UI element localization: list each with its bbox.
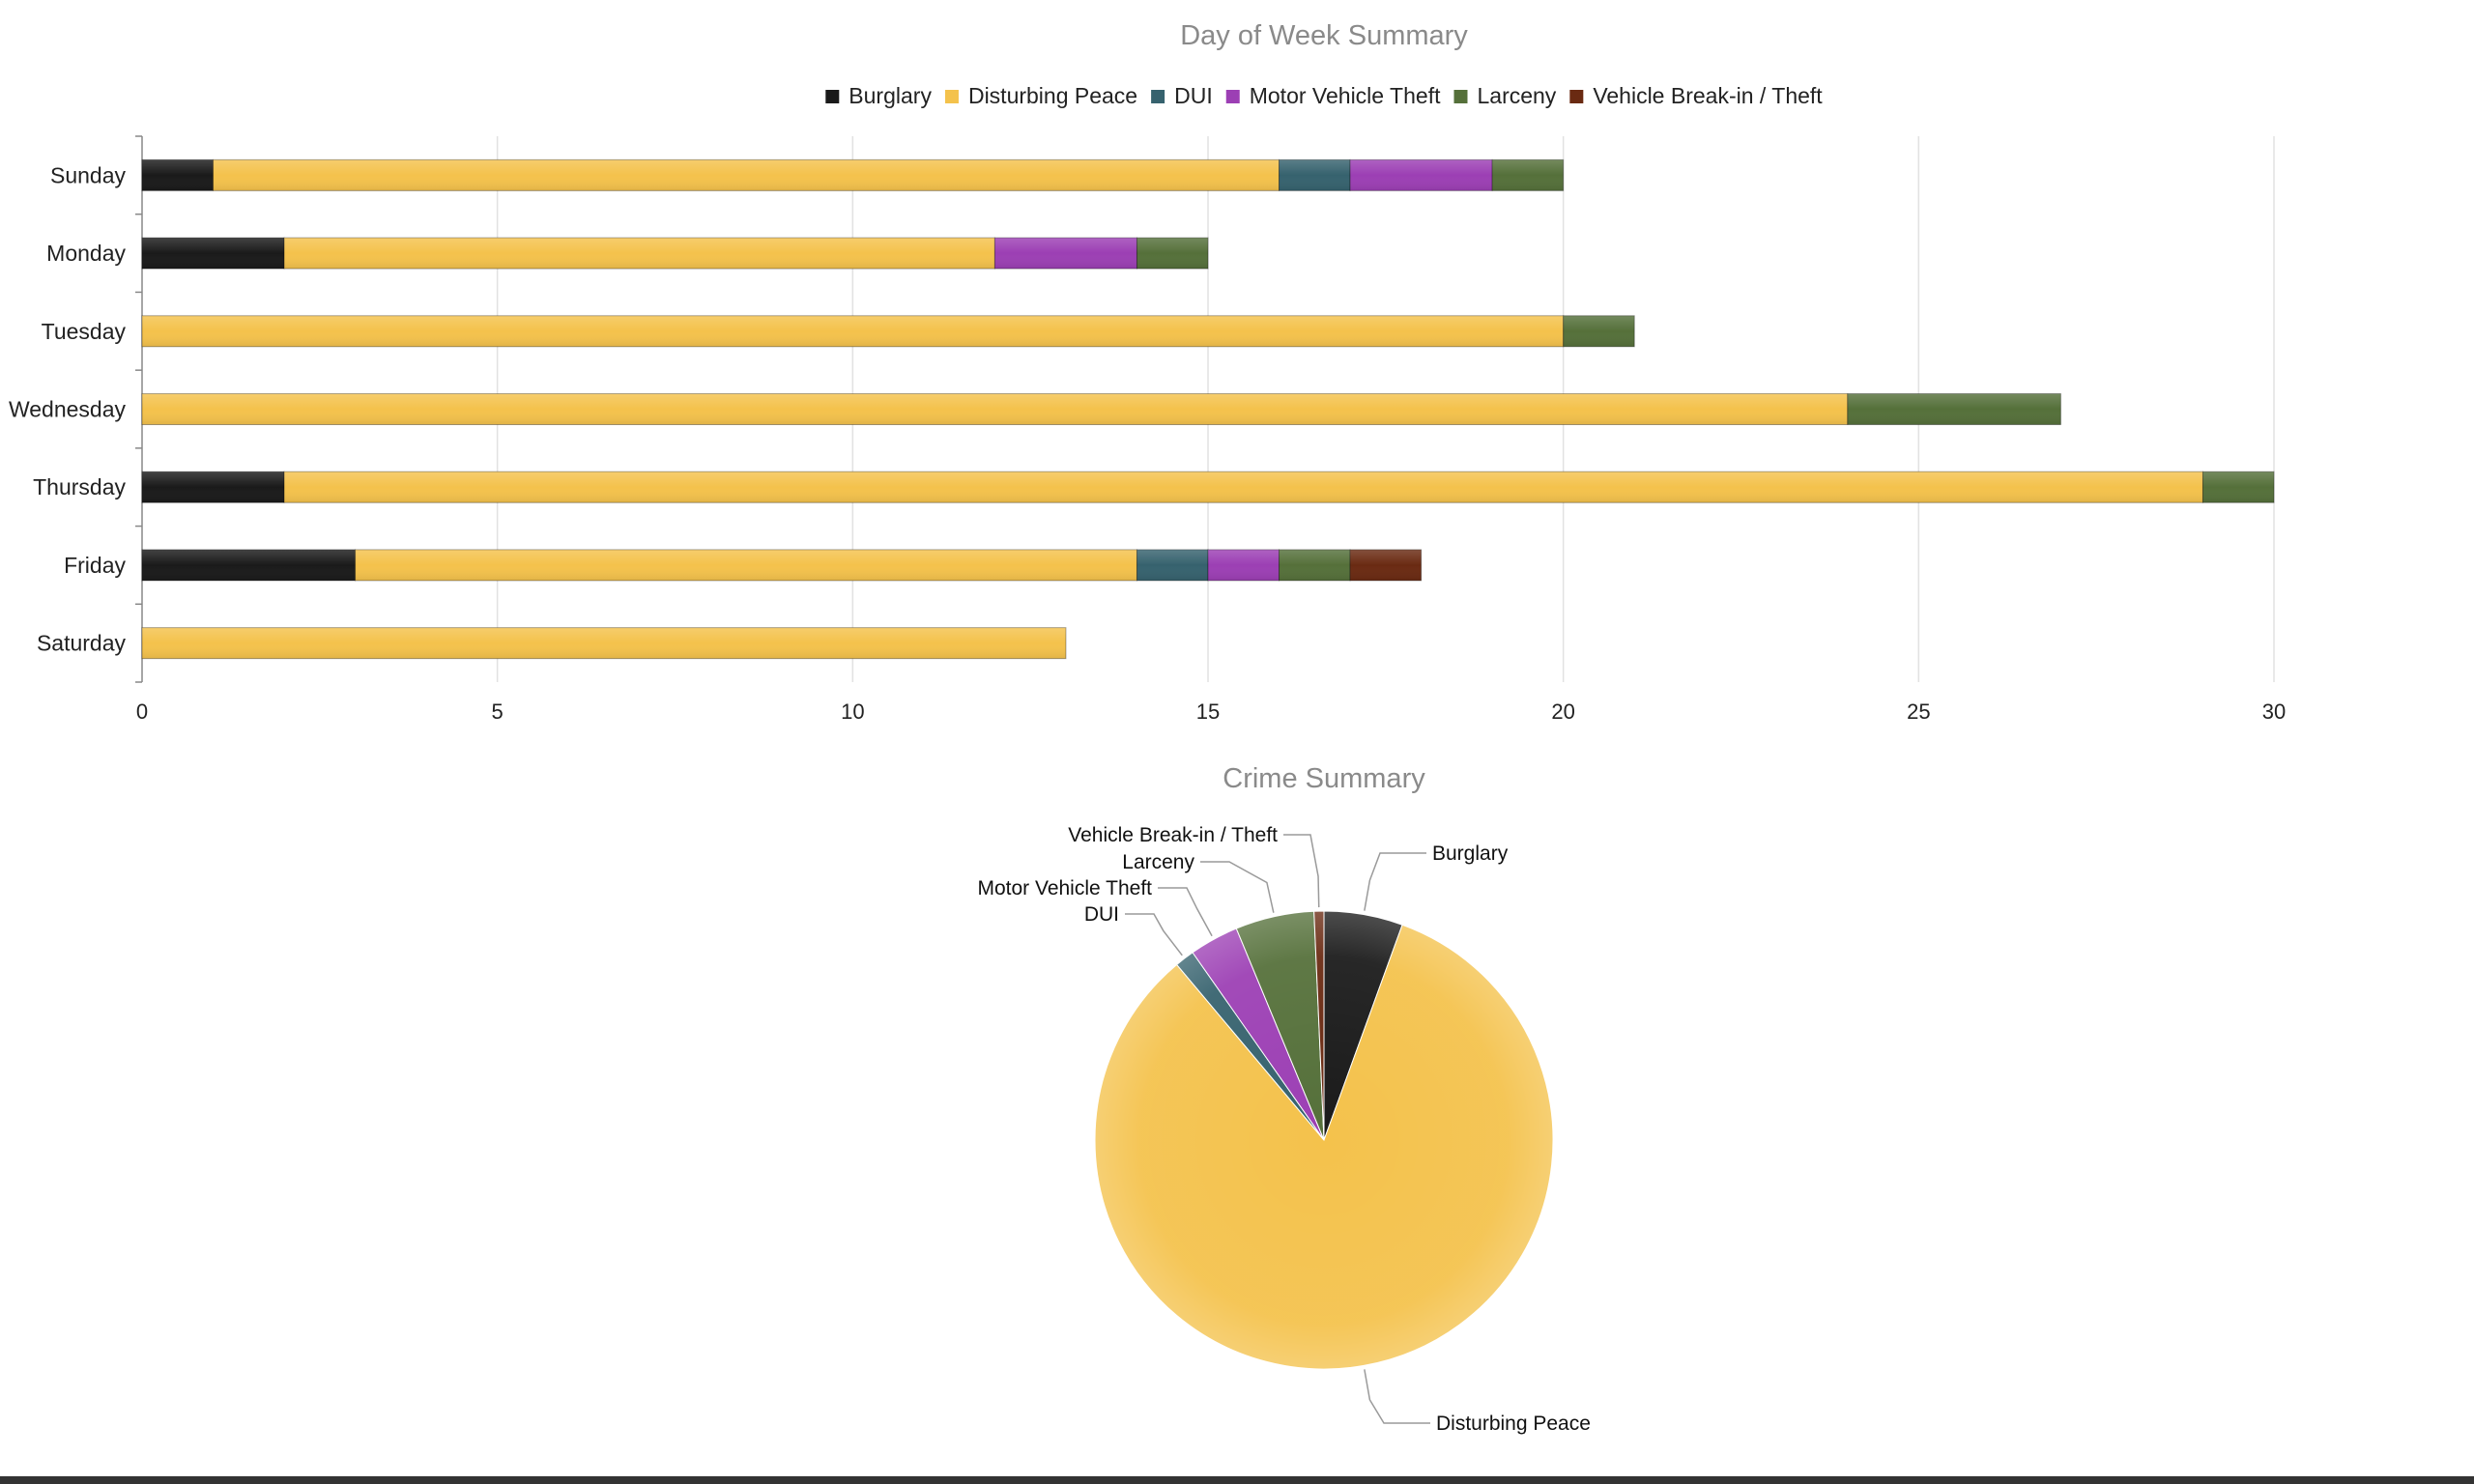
x-tick-label-20: 20 — [1551, 699, 1574, 724]
legend-item-vehicle-break-in-theft[interactable]: Vehicle Break-in / Theft — [1569, 83, 1823, 108]
bar-chart-legend: Burglary Disturbing Peace DUI Motor Vehicle… — [825, 83, 1823, 108]
bar-sunday-dui[interactable] — [1279, 158, 1351, 191]
pie-leader-dui — [1125, 913, 1183, 956]
bar-sunday-larceny[interactable] — [1491, 158, 1565, 191]
pie-leader-burglary — [1364, 852, 1426, 911]
legend-label-vehicle-break-in-theft: Vehicle Break-in / Theft — [1593, 83, 1823, 108]
bar-chart-category-labels: Sunday Monday Tuesday Wednesday Thursday Frid… — [9, 162, 127, 655]
legend-swatch-larceny — [1453, 90, 1468, 103]
legend-swatch-burglary — [825, 90, 840, 103]
bar-thursday-disturbing-peace[interactable] — [283, 471, 2203, 503]
pie-leader-disturbing-peace — [1364, 1369, 1430, 1424]
pie-leader-motor-vehicle-theft — [1158, 887, 1213, 937]
day-of-week-bar-chart: Day of Week Summary Burglary Disturbing P… — [9, 20, 2286, 724]
legend-label-disturbing-peace: Disturbing Peace — [968, 83, 1137, 108]
bar-chart-title: Day of Week Summary — [1180, 20, 1468, 51]
bar-friday-burglary[interactable] — [141, 549, 357, 582]
legend-item-disturbing-peace[interactable]: Disturbing Peace — [944, 83, 1137, 108]
bar-thursday-larceny[interactable] — [2201, 471, 2275, 503]
pie-label-larceny: Larceny — [1122, 851, 1194, 873]
pie-label-disturbing-peace: Disturbing Peace — [1436, 1413, 1591, 1435]
bar-friday-larceny[interactable] — [1279, 549, 1351, 582]
bar-monday-larceny[interactable] — [1136, 237, 1209, 270]
legend-swatch-motor-vehicle-theft — [1225, 90, 1240, 103]
bar-wednesday-disturbing-peace[interactable] — [141, 393, 1849, 425]
bar-tuesday-disturbing-peace[interactable] — [141, 315, 1565, 348]
x-tick-label-0: 0 — [136, 699, 148, 724]
legend-swatch-disturbing-peace — [944, 90, 959, 103]
legend-item-motor-vehicle-theft[interactable]: Motor Vehicle Theft — [1225, 83, 1441, 108]
pie-chart-slices — [1094, 910, 1554, 1370]
pie-label-burglary: Burglary — [1432, 842, 1509, 865]
pie-leader-larceny — [1200, 861, 1275, 913]
x-tick-label-10: 10 — [841, 699, 864, 724]
pie-label-motor-vehicle-theft: Motor Vehicle Theft — [977, 877, 1152, 899]
x-tick-label-15: 15 — [1196, 699, 1220, 724]
category-label-tuesday: Tuesday — [42, 319, 127, 344]
x-tick-label-5: 5 — [492, 699, 503, 724]
category-label-wednesday: Wednesday — [9, 397, 127, 422]
legend-label-dui: DUI — [1174, 83, 1213, 108]
pie-label-vehicle-break-in-theft: Vehicle Break-in / Theft — [1068, 824, 1278, 846]
bar-sunday-motor-vehicle-theft[interactable] — [1349, 158, 1493, 191]
bar-friday-disturbing-peace[interactable] — [355, 549, 1137, 582]
bottom-scroll-bar — [0, 1476, 2474, 1484]
bar-friday-motor-vehicle-theft[interactable] — [1207, 549, 1280, 582]
category-label-saturday: Saturday — [37, 631, 127, 656]
bar-wednesday-larceny[interactable] — [1847, 393, 2061, 425]
legend-label-larceny: Larceny — [1477, 83, 1556, 108]
bar-saturday-disturbing-peace[interactable] — [141, 627, 1067, 660]
pie-chart-title: Crime Summary — [1223, 763, 1425, 794]
category-label-friday: Friday — [64, 553, 126, 578]
legend-swatch-dui — [1151, 90, 1165, 103]
bar-friday-vehicle-break-in-theft[interactable] — [1349, 549, 1423, 582]
bar-monday-disturbing-peace[interactable] — [283, 237, 995, 270]
bar-monday-burglary[interactable] — [141, 237, 285, 270]
category-label-sunday: Sunday — [50, 162, 127, 187]
pie-chart-labels: Burglary Disturbing Peace DUI Motor Vehicle… — [977, 824, 1590, 1435]
category-label-monday: Monday — [46, 241, 126, 266]
pie-label-dui: DUI — [1084, 903, 1119, 926]
x-tick-label-25: 25 — [1907, 699, 1930, 724]
pie-leader-vehicle-break-in-theft — [1283, 834, 1320, 908]
legend-swatch-vehicle-break-in-theft — [1569, 90, 1584, 103]
legend-label-motor-vehicle-theft: Motor Vehicle Theft — [1250, 83, 1441, 108]
crime-summary-pie-chart: Crime Summary Burglary Disturbing Peace DU… — [977, 763, 1590, 1435]
bar-friday-dui[interactable] — [1136, 549, 1209, 582]
legend-item-larceny[interactable]: Larceny — [1453, 83, 1557, 108]
bar-chart-tick-labels: 0 5 10 15 20 25 30 — [136, 699, 2286, 724]
legend-item-dui[interactable]: DUI — [1151, 83, 1213, 108]
category-label-thursday: Thursday — [33, 474, 126, 499]
bar-sunday-burglary[interactable] — [141, 158, 215, 191]
bar-monday-motor-vehicle-theft[interactable] — [993, 237, 1137, 270]
bar-sunday-disturbing-peace[interactable] — [213, 158, 1280, 191]
bar-chart-axes — [135, 135, 143, 683]
legend-item-burglary[interactable]: Burglary — [825, 83, 932, 108]
bar-tuesday-larceny[interactable] — [1563, 315, 1635, 348]
x-tick-label-30: 30 — [2262, 699, 2286, 724]
bar-thursday-burglary[interactable] — [141, 471, 285, 503]
legend-label-burglary: Burglary — [849, 83, 932, 108]
